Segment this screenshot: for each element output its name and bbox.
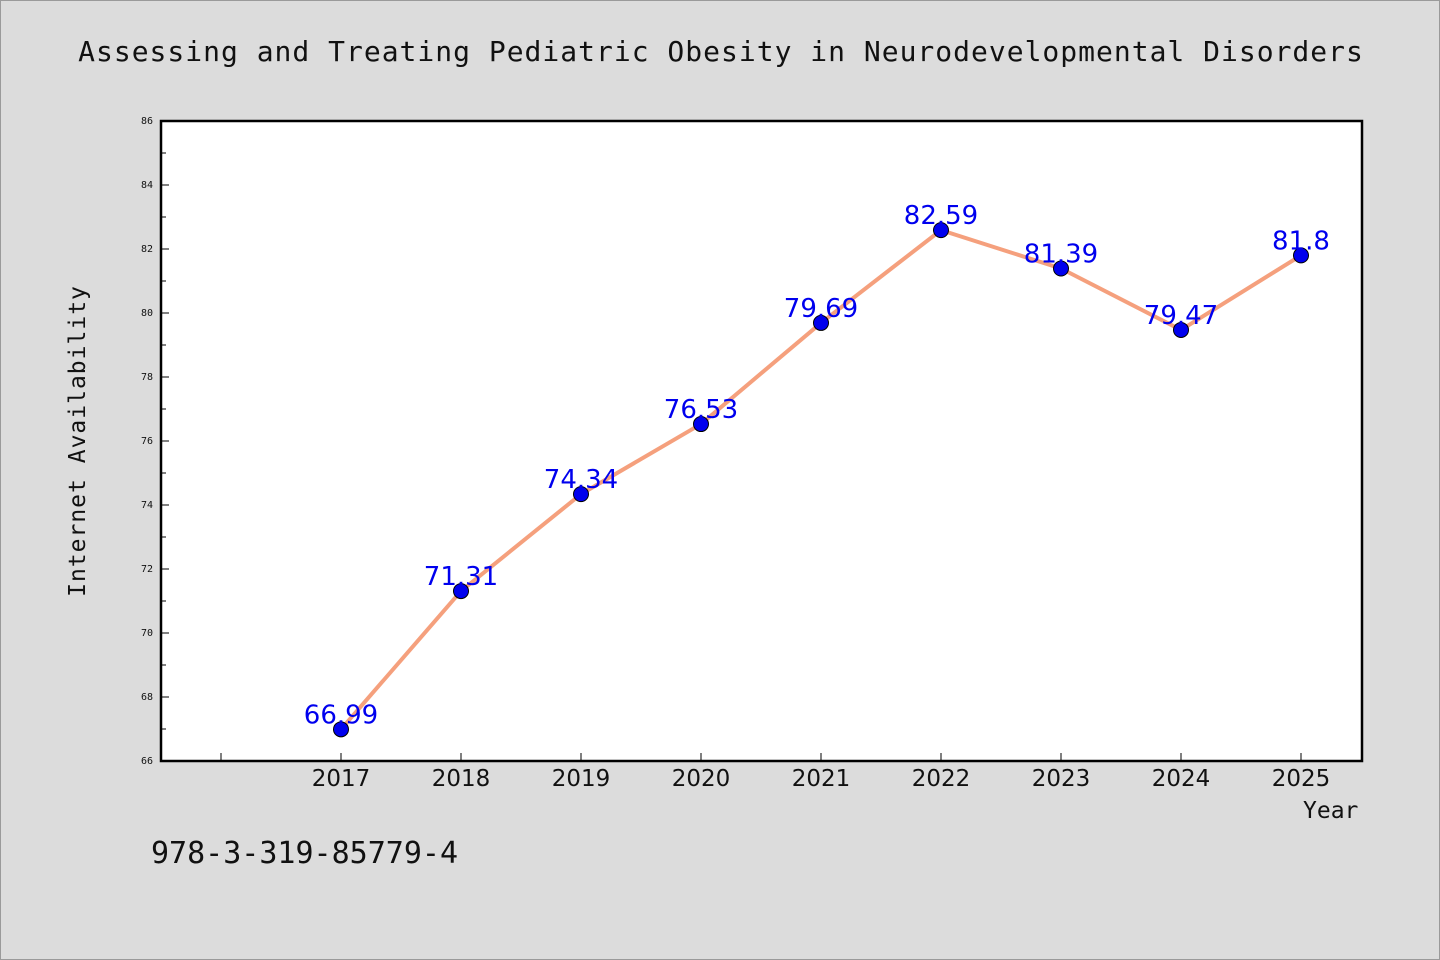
data-label: 79.69 [784,294,858,324]
x-axis-ticks: 2017 2018 2019 2020 2021 2022 2023 2024 2025 [220,753,1331,792]
data-point [1053,260,1069,277]
x-tick-label: 2024 [1152,766,1211,792]
y-tick-label: 66 [141,756,153,767]
data-point [1293,247,1309,264]
data-point [933,222,949,239]
data-label: 79.47 [1144,301,1218,331]
series-layer: 66.99 71.31 74.34 76.53 79.69 82.59 81.39 79.47… [304,201,1330,738]
data-point [813,314,829,331]
y-tick-label: 68 [141,692,153,703]
data-point [573,486,589,503]
data-point [693,416,709,433]
y-tick-label: 78 [141,372,153,383]
isbn-text: 978-3-319-85779-4 [151,836,459,871]
x-axis-label: Year [1303,798,1359,824]
x-tick-label: 2025 [1272,766,1331,792]
x-tick-label: 2021 [792,766,851,792]
data-label: 82.59 [904,201,978,231]
x-tick-label: 2017 [312,766,371,792]
y-tick-label: 86 [141,116,153,127]
plot-frame [159,119,1364,763]
y-tick-label: 80 [141,308,153,319]
x-tick-label: 2023 [1032,766,1091,792]
y-tick-label: 82 [141,244,153,255]
data-point [453,583,469,600]
data-label: 81.39 [1024,240,1098,270]
y-tick-label: 74 [141,500,153,511]
data-point [1173,321,1189,338]
data-point [333,721,349,738]
x-tick-label: 2019 [552,766,611,792]
y-tick-label: 76 [141,436,153,447]
y-tick-label: 84 [141,180,153,191]
data-label: 81.8 [1272,226,1330,256]
data-label: 66.99 [304,700,378,730]
plot-area [161,121,1362,761]
x-tick-label: 2018 [432,766,491,792]
x-tick-label: 2022 [912,766,971,792]
y-tick-label: 72 [141,564,153,575]
y-axis-ticks: 66 68 70 72 74 76 78 80 82 84 86 [141,116,169,767]
data-label: 76.53 [664,395,738,425]
y-tick-label: 70 [141,628,153,639]
chart-title: Assessing and Treating Pediatric Obesity… [78,35,1364,68]
x-tick-label: 2020 [672,766,731,792]
data-label: 71.31 [424,562,498,592]
data-label: 74.34 [544,465,618,495]
